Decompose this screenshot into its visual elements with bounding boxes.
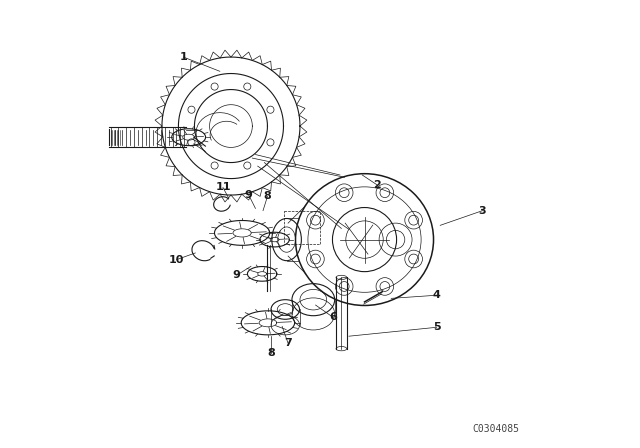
Text: 1: 1 xyxy=(179,52,187,62)
Text: 9: 9 xyxy=(245,190,253,200)
Text: 2: 2 xyxy=(373,180,381,190)
Text: 4: 4 xyxy=(433,290,440,300)
Text: 6: 6 xyxy=(330,313,337,323)
Text: 8: 8 xyxy=(264,191,271,202)
Text: 8: 8 xyxy=(267,348,275,358)
Text: 11: 11 xyxy=(215,182,230,193)
Text: 5: 5 xyxy=(433,322,440,332)
Text: 10: 10 xyxy=(169,254,184,265)
Text: C0304085: C0304085 xyxy=(472,424,520,434)
Text: 7: 7 xyxy=(284,338,292,348)
Text: 9: 9 xyxy=(233,270,241,280)
Text: 3: 3 xyxy=(479,206,486,215)
